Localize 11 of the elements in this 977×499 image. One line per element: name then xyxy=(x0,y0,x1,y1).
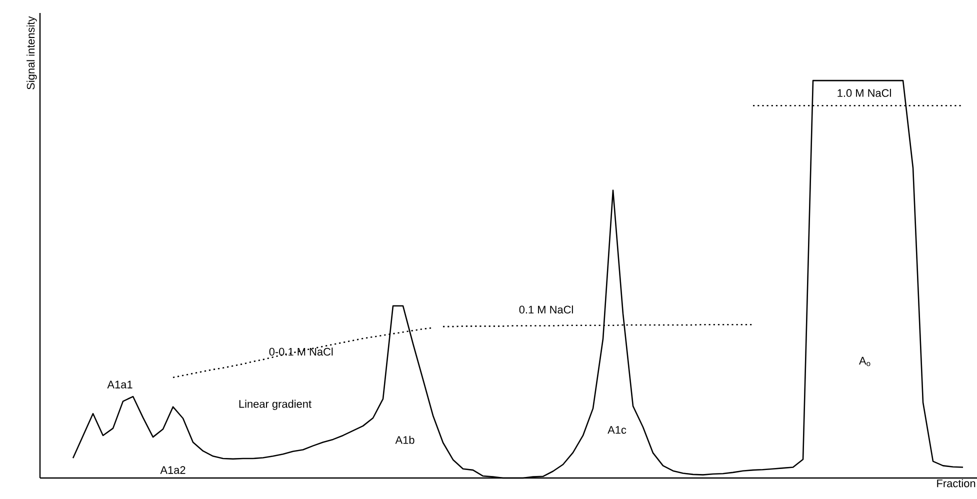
annotation: A1b xyxy=(395,436,414,444)
annotation: A1c xyxy=(608,426,626,434)
series-label: 1.0 M NaCl xyxy=(838,88,891,97)
x-axis-title: Fraction xyxy=(937,479,976,488)
series-label: 0.1 M NaCl xyxy=(519,305,573,314)
annotation: A1a1 xyxy=(107,380,132,388)
annotation: Linear gradient xyxy=(239,400,312,410)
annotation: A1a2 xyxy=(160,466,186,474)
annotation: A$_{o}$ xyxy=(858,356,870,366)
y-axis-title: Signal intensity xyxy=(26,16,37,90)
series-label: 0-0.1 M NaCl xyxy=(269,348,333,356)
